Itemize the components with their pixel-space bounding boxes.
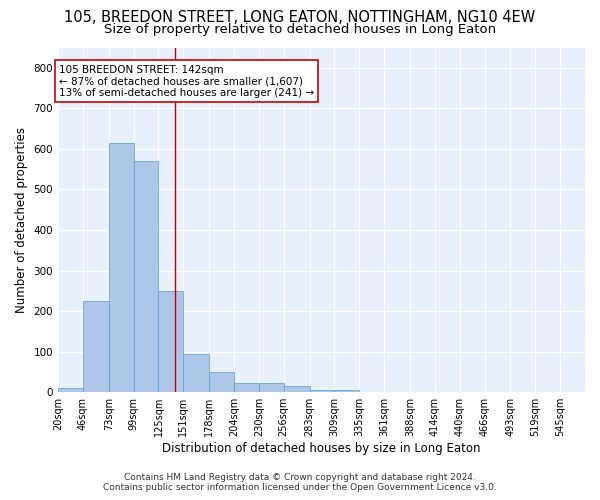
Bar — [158, 291, 184, 392]
Bar — [109, 143, 134, 392]
Bar — [310, 390, 334, 392]
Text: Size of property relative to detached houses in Long Eaton: Size of property relative to detached ho… — [104, 22, 496, 36]
Bar — [334, 390, 359, 392]
Text: Contains HM Land Registry data © Crown copyright and database right 2024.
Contai: Contains HM Land Registry data © Crown c… — [103, 473, 497, 492]
Bar — [284, 386, 310, 392]
Bar — [209, 372, 234, 392]
Bar — [83, 301, 109, 392]
Y-axis label: Number of detached properties: Number of detached properties — [15, 127, 28, 313]
X-axis label: Distribution of detached houses by size in Long Eaton: Distribution of detached houses by size … — [162, 442, 481, 455]
Text: 105 BREEDON STREET: 142sqm
← 87% of detached houses are smaller (1,607)
13% of s: 105 BREEDON STREET: 142sqm ← 87% of deta… — [59, 64, 314, 98]
Bar — [234, 384, 259, 392]
Text: 105, BREEDON STREET, LONG EATON, NOTTINGHAM, NG10 4EW: 105, BREEDON STREET, LONG EATON, NOTTING… — [64, 10, 536, 25]
Bar — [259, 384, 284, 392]
Bar — [184, 354, 209, 392]
Bar — [134, 161, 158, 392]
Bar — [58, 388, 83, 392]
